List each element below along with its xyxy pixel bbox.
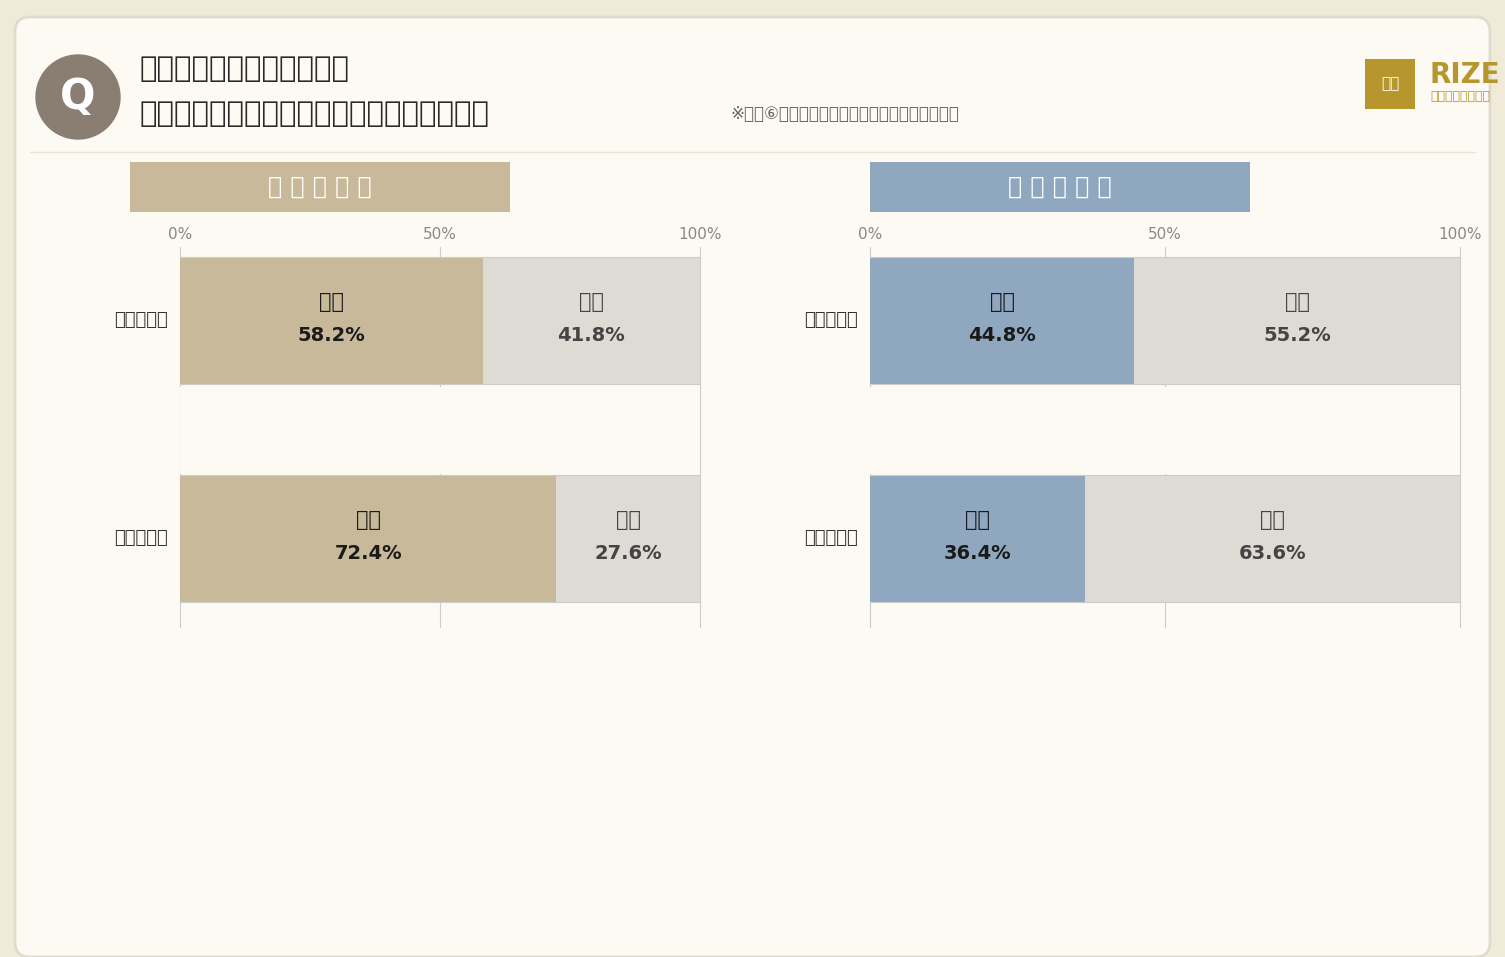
Text: 子が小学生: 子が小学生 bbox=[804, 311, 858, 329]
Text: Q: Q bbox=[60, 76, 96, 118]
Bar bbox=[181, 257, 483, 384]
Text: 72.4%: 72.4% bbox=[334, 544, 402, 563]
Bar bbox=[181, 387, 700, 474]
Text: と言われたことがありますか？（単一回答）: と言われたことがありますか？（単一回答） bbox=[140, 100, 491, 128]
Bar bbox=[557, 475, 700, 602]
Bar bbox=[483, 257, 700, 384]
Text: 子が中学生: 子が中学生 bbox=[114, 529, 169, 547]
Text: 母 親 の 回 答: 母 親 の 回 答 bbox=[268, 175, 372, 199]
Bar bbox=[129, 162, 510, 212]
Text: ない: ない bbox=[1285, 293, 1309, 313]
Text: 子が小学生: 子が小学生 bbox=[114, 311, 169, 329]
Text: 44.8%: 44.8% bbox=[968, 326, 1035, 345]
Text: 父 親 の 回 答: 父 親 の 回 答 bbox=[1008, 175, 1112, 199]
Circle shape bbox=[36, 55, 120, 139]
Text: ない: ない bbox=[579, 293, 604, 313]
Text: 子が中学生: 子が中学生 bbox=[804, 529, 858, 547]
Bar bbox=[181, 475, 557, 602]
Text: 100%: 100% bbox=[1439, 227, 1482, 242]
Text: ある: ある bbox=[319, 293, 343, 313]
Text: ある: ある bbox=[965, 510, 990, 530]
Bar bbox=[870, 257, 1135, 384]
Text: 58.2%: 58.2% bbox=[298, 326, 366, 345]
Bar bbox=[1135, 257, 1460, 384]
Text: 子どもから「脱毛したい」: 子どもから「脱毛したい」 bbox=[140, 55, 351, 83]
Bar bbox=[870, 162, 1251, 212]
Bar bbox=[1085, 475, 1460, 602]
Text: 63.6%: 63.6% bbox=[1239, 544, 1306, 563]
Text: 36.4%: 36.4% bbox=[944, 544, 1011, 563]
Text: 27.6%: 27.6% bbox=[594, 544, 662, 563]
Text: 55.2%: 55.2% bbox=[1263, 326, 1330, 345]
Text: 50%: 50% bbox=[423, 227, 458, 242]
Text: 0%: 0% bbox=[858, 227, 882, 242]
Text: 41.8%: 41.8% bbox=[557, 326, 625, 345]
Text: 50%: 50% bbox=[1148, 227, 1181, 242]
Text: 100%: 100% bbox=[679, 227, 722, 242]
Text: りゼ: りゼ bbox=[1382, 77, 1400, 92]
Text: ある: ある bbox=[355, 510, 381, 530]
Text: ある: ある bbox=[990, 293, 1014, 313]
Text: RIZE: RIZE bbox=[1430, 61, 1500, 89]
Bar bbox=[870, 475, 1085, 602]
Text: ない: ない bbox=[1260, 510, 1285, 530]
Bar bbox=[870, 387, 1460, 474]
FancyBboxPatch shape bbox=[15, 17, 1490, 957]
Text: 0%: 0% bbox=[169, 227, 193, 242]
Text: ※質問⑥で「知っている」と回答した方のみ回答: ※質問⑥で「知っている」と回答した方のみ回答 bbox=[730, 105, 959, 123]
Bar bbox=[1365, 59, 1415, 109]
Text: 美容皮膚科のリゼ: 美容皮膚科のリゼ bbox=[1430, 91, 1490, 103]
Text: ない: ない bbox=[616, 510, 641, 530]
